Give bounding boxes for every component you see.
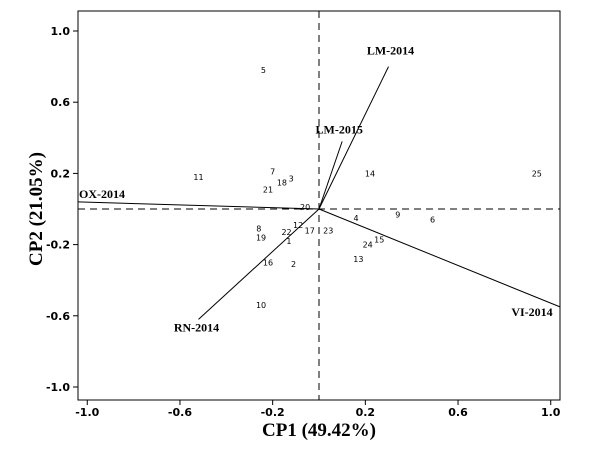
score-point-label: 10 <box>256 301 266 310</box>
score-point-label: 14 <box>365 169 375 178</box>
score-point-label: 24 <box>363 241 373 250</box>
score-point-label: 11 <box>193 173 203 182</box>
score-point-label: 20 <box>300 203 310 212</box>
x-axis-title: CP1 (49.42%) <box>262 420 376 441</box>
loading-vector-label: LM-2015 <box>316 122 363 136</box>
score-point-label: 18 <box>277 178 287 187</box>
x-tick-label: 0.2 <box>356 406 376 419</box>
score-point-label: 3 <box>289 175 294 184</box>
y-tick-label: 1.0 <box>51 25 71 38</box>
loading-vector-line <box>77 201 320 210</box>
score-point-label: 12 <box>293 221 303 230</box>
loading-vector-line <box>318 141 343 210</box>
score-point-label: 8 <box>256 225 261 234</box>
loading-vector-label: LM-2014 <box>367 44 414 58</box>
score-point-label: 1 <box>286 237 291 246</box>
score-point-label: 15 <box>374 235 384 244</box>
y-tick-label: -0.2 <box>46 239 70 252</box>
score-point-label: 25 <box>532 169 542 178</box>
score-point-label: 5 <box>261 66 266 75</box>
y-tick-label: -0.6 <box>46 310 70 323</box>
loading-vector-line <box>198 208 320 320</box>
loading-vector-label: VI-2014 <box>511 305 552 319</box>
score-point-label: 9 <box>395 210 400 219</box>
loading-vector-label: RN-2014 <box>174 320 219 334</box>
score-point-label: 17 <box>305 226 315 235</box>
y-tick-label: 0.2 <box>51 167 71 180</box>
score-point-label: 21 <box>263 185 273 194</box>
x-tick-label: 1.0 <box>541 406 561 419</box>
score-point-label: 4 <box>354 214 359 223</box>
score-point-label: 16 <box>263 258 273 267</box>
y-axis-title: CP2 (21.05%) <box>26 152 47 266</box>
score-point-label: 7 <box>270 168 275 177</box>
score-point-label: 19 <box>256 233 266 242</box>
y-tick-label: 0.6 <box>51 96 71 109</box>
score-point-label: 13 <box>353 255 363 264</box>
x-tick-label: 0.6 <box>448 406 468 419</box>
x-tick-label: -0.6 <box>168 406 192 419</box>
score-point-label: 6 <box>430 216 435 225</box>
loading-vector-line <box>318 66 389 210</box>
loading-vector-line <box>318 208 561 308</box>
y-tick-label: -1.0 <box>46 381 70 394</box>
loading-vectors: LM-2014 LM-2015 OX-2014 VI-2014 RN-2014 <box>77 44 561 334</box>
axis-ticks: -1.0 -0.6 -0.2 0.2 0.6 1.0 1.0 0.6 0.2 -0.2 -0.6 -1… <box>46 25 561 419</box>
score-point-label: 22 <box>281 228 291 237</box>
loading-vector-label: OX-2014 <box>79 187 125 201</box>
x-tick-label: -1.0 <box>75 406 99 419</box>
x-tick-label: -0.2 <box>261 406 285 419</box>
score-point-label: 23 <box>323 226 333 235</box>
score-point-label: 2 <box>291 260 296 269</box>
